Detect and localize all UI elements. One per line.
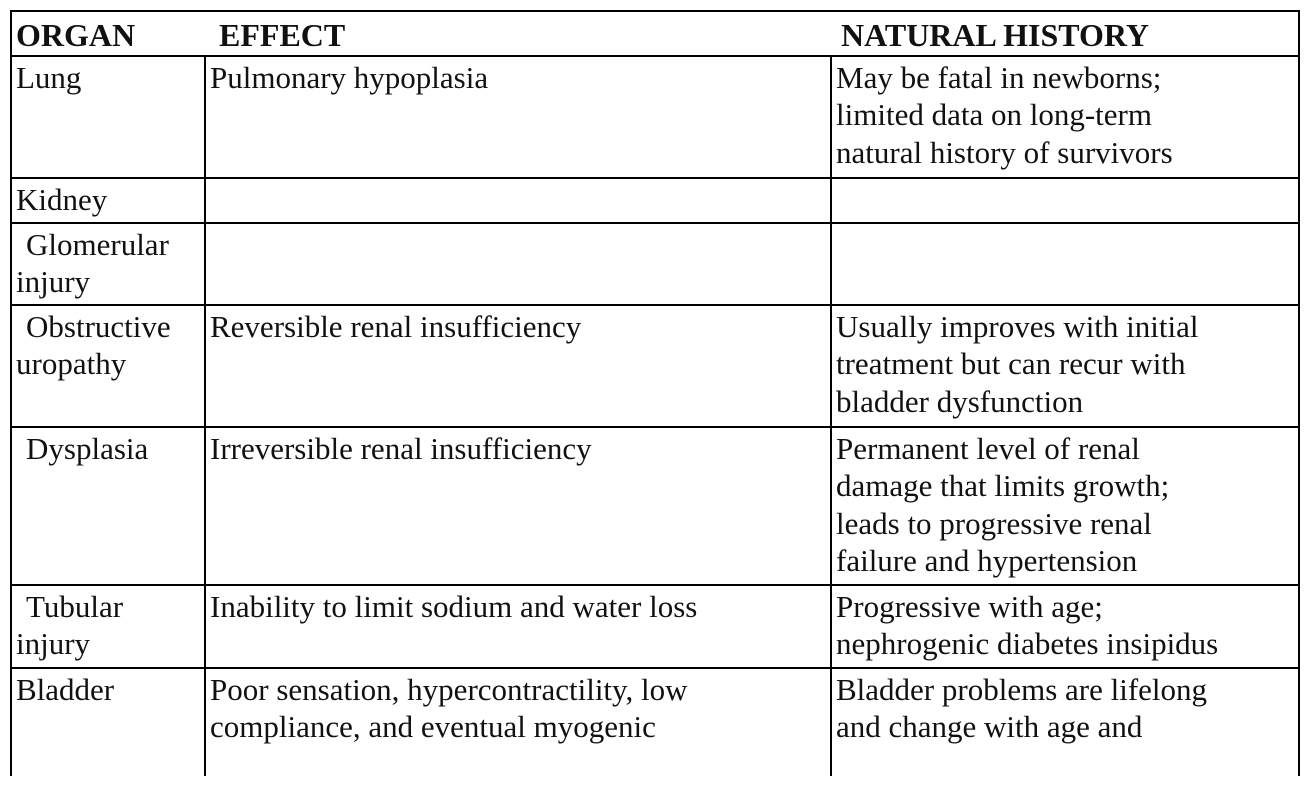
header-effect: EFFECT xyxy=(205,10,831,57)
table-row: Kidney xyxy=(10,176,1300,224)
history-text: Permanent level of renal damage that lim… xyxy=(836,430,1170,579)
effect-cell: Pulmonary hypoplasia xyxy=(204,54,832,179)
organ-cell: Lung xyxy=(10,54,206,179)
effect-cell: Reversible renal insufficiency xyxy=(204,303,832,428)
history-cell: Progressive with age; nephrogenic diabet… xyxy=(830,583,1300,669)
history-cell: Bladder problems are lifelong and change… xyxy=(830,666,1300,776)
table-row: Tubular injury Inability to limit sodium… xyxy=(10,583,1300,669)
history-cell xyxy=(830,221,1300,306)
history-text: Usually improves with initial treatment … xyxy=(836,308,1199,419)
header-organ: ORGAN xyxy=(10,10,205,57)
table-row: Lung Pulmonary hypoplasia May be fatal i… xyxy=(10,54,1300,179)
organ-text: Lung xyxy=(16,59,82,95)
organ-cell: Tubular injury xyxy=(10,583,206,669)
history-cell: Permanent level of renal damage that lim… xyxy=(830,425,1300,586)
effect-text: Reversible renal insufficiency xyxy=(210,308,582,344)
organ-text: Kidney xyxy=(16,181,108,217)
history-cell: Usually improves with initial treatment … xyxy=(830,303,1300,428)
table-row: Dysplasia Irreversible renal insufficien… xyxy=(10,425,1300,586)
organ-text: Obstructive uropathy xyxy=(16,308,171,382)
history-text: May be fatal in newborns; limited data o… xyxy=(836,59,1173,170)
organ-cell: Bladder xyxy=(10,666,206,776)
header-natural-history: NATURAL HISTORY xyxy=(831,10,1300,57)
effect-cell: Inability to limit sodium and water loss xyxy=(204,583,832,669)
header-row: ORGAN EFFECT NATURAL HISTORY xyxy=(10,10,1300,57)
organ-cell: Glomerular injury xyxy=(10,221,206,306)
organ-text: Bladder xyxy=(16,671,115,707)
table-row: Obstructive uropathy Reversible renal in… xyxy=(10,303,1300,428)
table-row: Bladder Poor sensation, hypercontractili… xyxy=(10,666,1300,776)
history-cell: May be fatal in newborns; limited data o… xyxy=(830,54,1300,179)
effect-cell xyxy=(204,221,832,306)
effect-text: Inability to limit sodium and water loss xyxy=(210,588,698,624)
table-row: Glomerular injury xyxy=(10,221,1300,306)
effect-text: Irreversible renal insufficiency xyxy=(210,430,592,466)
history-cell xyxy=(830,176,1300,224)
effect-cell: Irreversible renal insufficiency xyxy=(204,425,832,586)
effect-text: Pulmonary hypoplasia xyxy=(210,59,489,95)
organ-cell: Dysplasia xyxy=(10,425,206,586)
organ-text: Tubular injury xyxy=(16,588,124,662)
organ-text: Glomerular injury xyxy=(16,226,169,300)
effect-text: Poor sensation, hypercontractility, low … xyxy=(210,671,688,745)
history-text: Progressive with age; nephrogenic diabet… xyxy=(836,588,1219,662)
effect-cell xyxy=(204,176,832,224)
organ-cell: Kidney xyxy=(10,176,206,224)
effect-cell: Poor sensation, hypercontractility, low … xyxy=(204,666,832,776)
history-text: Bladder problems are lifelong and change… xyxy=(836,671,1208,745)
organ-cell: Obstructive uropathy xyxy=(10,303,206,428)
organ-text: Dysplasia xyxy=(26,430,149,466)
organ-effects-table: ORGAN EFFECT NATURAL HISTORY Lung Pulmon… xyxy=(10,10,1300,776)
